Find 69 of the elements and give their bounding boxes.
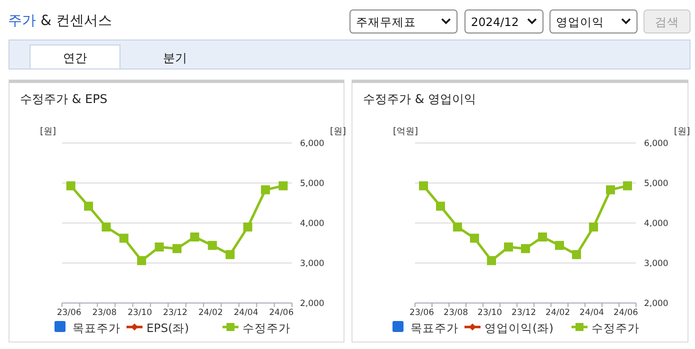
x-tick-label: 23/08: [92, 308, 117, 318]
y-axis-title: [원]: [40, 127, 56, 137]
legend-label: 목표주가: [410, 321, 458, 335]
point: [243, 222, 252, 232]
x-tick-label: 24/02: [198, 308, 223, 318]
point: [470, 234, 479, 243]
text: 연간: [63, 51, 87, 65]
text: 영업이익: [556, 15, 604, 29]
x-tick-label: 23/12: [162, 308, 188, 318]
text: 주재무제표: [356, 15, 416, 29]
x-tick-label: 23/08: [444, 308, 468, 318]
legend-label: EPS(좌): [146, 321, 189, 335]
point: [137, 256, 146, 266]
x-tick-label: 23/10: [478, 308, 502, 318]
point: [154, 242, 164, 252]
point: [453, 222, 462, 232]
text: 주가 & 컨센서스: [8, 13, 112, 29]
point: [190, 232, 200, 242]
y2-tick-label: 4,000: [300, 219, 324, 229]
point: [102, 222, 111, 232]
text: 2024/12: [471, 15, 519, 29]
point: [589, 222, 598, 232]
point: [66, 181, 76, 190]
point: [572, 250, 581, 260]
point: [260, 185, 270, 194]
point: [538, 232, 547, 242]
point: [278, 181, 288, 190]
point: [487, 256, 496, 266]
x-tick-label: 23/10: [128, 308, 152, 318]
y2-tick-label: 4,000: [644, 219, 668, 229]
point: [623, 181, 632, 190]
legend-label: 수정주가: [242, 321, 290, 335]
y2-axis-title: [원]: [674, 127, 690, 137]
x-tick-label: 23/12: [512, 308, 536, 318]
chart-title: 수정주가 & EPS: [20, 92, 108, 106]
x-tick-label: 24/06: [269, 308, 294, 318]
y2-tick-label: 6,000: [300, 139, 324, 149]
point: [208, 240, 217, 250]
y2-tick-label: 2,000: [300, 299, 324, 309]
y-axis-title: [억원]: [393, 127, 418, 137]
text: 검색: [655, 15, 679, 29]
point: [419, 181, 428, 190]
x-tick-label: 24/04: [234, 308, 258, 318]
point: [172, 244, 182, 254]
point: [504, 242, 513, 252]
y2-tick-label: 2,000: [644, 299, 668, 309]
legend-label: 영업이익(좌): [484, 321, 554, 335]
y2-tick-label: 6,000: [644, 139, 668, 149]
point: [119, 234, 128, 243]
point: [226, 250, 235, 260]
x-tick-label: 24/02: [546, 308, 570, 318]
point: [436, 202, 445, 211]
x-tick-label: 23/06: [410, 308, 434, 318]
y2-tick-label: 3,000: [300, 259, 324, 269]
chart-title: 수정주가 & 영업이익: [363, 92, 476, 106]
x-tick-label: 23/06: [56, 308, 82, 318]
y2-tick-label: 3,000: [644, 259, 668, 269]
x-tick-label: 24/04: [580, 308, 604, 318]
x-tick-label: 24/06: [614, 308, 638, 318]
y2-axis-title: [원]: [330, 127, 346, 137]
point: [84, 202, 94, 211]
y2-tick-label: 5,000: [300, 179, 324, 189]
point: [555, 240, 564, 250]
point: [606, 185, 615, 194]
legend-label: 목표주가: [72, 321, 120, 335]
text: 분기: [163, 51, 187, 65]
point: [521, 244, 530, 254]
y2-tick-label: 5,000: [644, 179, 668, 189]
legend-label: 수정주가: [592, 321, 640, 335]
